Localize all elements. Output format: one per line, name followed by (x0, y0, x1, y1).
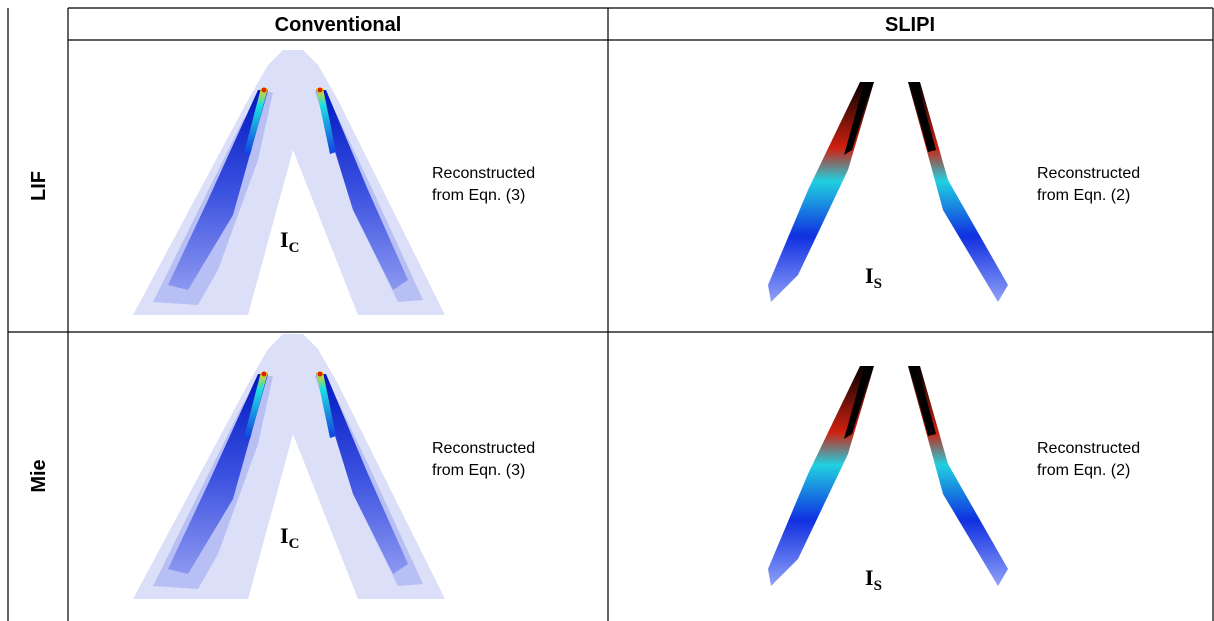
row-header: LIF (28, 171, 50, 201)
symbol-letter: I (865, 263, 874, 288)
note: from Eqn. (3) (432, 187, 525, 204)
note: from Eqn. (3) (432, 462, 525, 479)
conventional-mie-image (133, 334, 445, 599)
symbol: IS (865, 565, 882, 594)
symbol: IC (280, 227, 299, 256)
page: {"table": {"columns": ["Conventional", "… (0, 0, 1214, 621)
note: Reconstructed (432, 165, 535, 182)
note: Reconstructed (1037, 440, 1140, 457)
note: Reconstructed (432, 440, 535, 457)
row-header: Mie (28, 459, 50, 492)
note: from Eqn. (2) (1037, 462, 1130, 479)
conventional-lif-image (133, 50, 445, 315)
note: Reconstructed (1037, 165, 1140, 182)
symbol-letter: I (865, 565, 874, 590)
symbol-subscript: S (874, 578, 882, 594)
column-header: SLIPI (885, 14, 935, 36)
symbol-subscript: S (874, 276, 882, 292)
symbol-subscript: C (289, 240, 300, 256)
symbol-letter: I (280, 523, 289, 548)
slipi-lif-image (768, 82, 1008, 302)
slipi-mie-image (768, 366, 1008, 586)
symbol-letter: I (280, 227, 289, 252)
note: from Eqn. (2) (1037, 187, 1130, 204)
figure-table: Conventional SLIPI LIF Mie Reconstructed… (0, 0, 1214, 621)
column-header: Conventional (275, 14, 402, 36)
symbol: IC (280, 523, 299, 552)
symbol: IS (865, 263, 882, 292)
symbol-subscript: C (289, 536, 300, 552)
